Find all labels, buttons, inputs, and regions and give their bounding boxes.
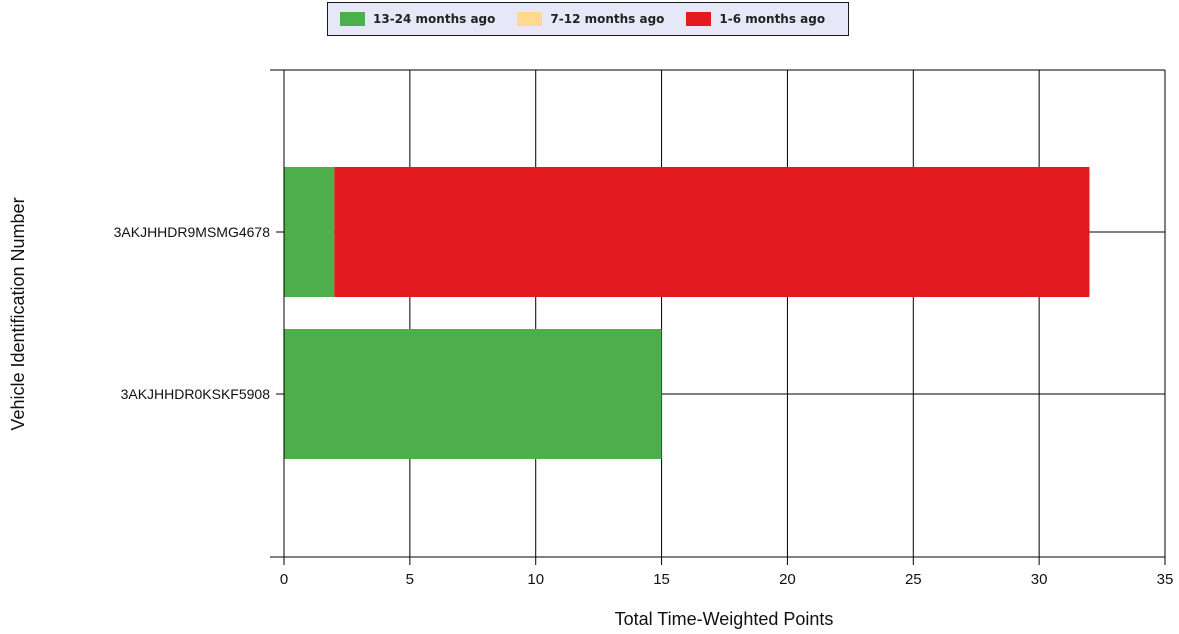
legend-swatch [517,12,543,26]
x-axis-title: Total Time-Weighted Points [615,609,834,629]
x-tick-label: 25 [905,571,922,588]
y-tick-label: 3AKJHHDR0KSKF5908 [121,386,271,402]
legend-label: 13-24 months ago [373,12,496,26]
x-tick-label: 35 [1157,571,1174,588]
x-tick-label: 0 [280,571,288,588]
chart-legend: 13-24 months ago 7-12 months ago 1-6 month… [327,2,849,36]
legend-swatch [340,12,365,26]
legend-swatch [686,12,712,26]
x-tick-label: 10 [527,571,544,588]
x-tick-label: 5 [406,571,414,588]
legend-item: 13-24 months ago [340,12,495,26]
y-axis-title: Vehicle Identification Number [8,197,28,430]
legend-item: 7-12 months ago [517,12,664,26]
grid-lines [270,69,1166,558]
axes: 3AKJHHDR9MSMG4678 3AKJHHDR0KSKF5908 0 5 10 15… [114,70,1174,588]
bar-1-6-months-ago [334,167,1090,297]
x-tick-label: 30 [1031,571,1048,588]
bar-13-24-months-ago [284,167,335,297]
legend-label: 7-12 months ago [550,12,665,26]
x-tick-label: 15 [653,571,670,588]
legend-label: 1-6 months ago [719,12,826,26]
bars [284,167,1090,459]
legend-item: 1-6 months ago [686,12,825,26]
bar-13-24-months-ago [284,329,662,459]
y-tick-label: 3AKJHHDR9MSMG4678 [114,224,271,240]
x-tick-label: 20 [779,571,796,588]
